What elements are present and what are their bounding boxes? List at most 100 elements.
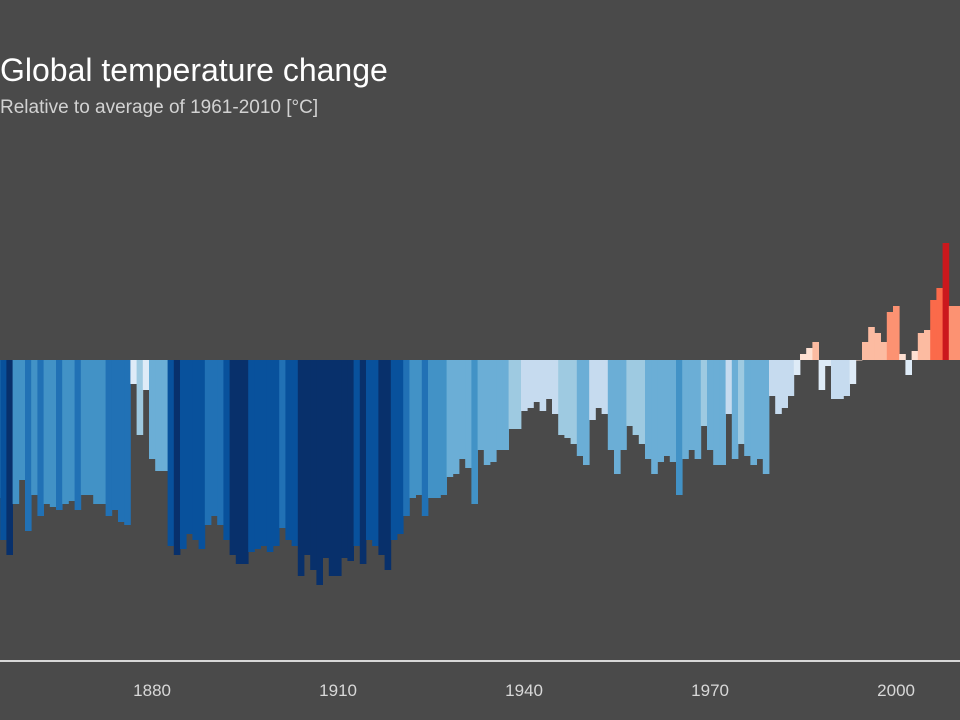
bar-1978 (756, 360, 764, 459)
bar-1977 (750, 360, 757, 465)
bar-1897 (254, 360, 261, 549)
bar-1937 (502, 360, 509, 450)
bar-1917 (378, 360, 385, 555)
bar-1952 (595, 360, 602, 408)
bar-1927 (440, 360, 447, 495)
bar-2009 (948, 306, 956, 360)
bar-2004 (917, 333, 925, 360)
bar-2005 (924, 330, 931, 360)
bar-1916 (372, 360, 379, 546)
bar-1863 (43, 360, 51, 504)
bar-1881 (155, 360, 162, 471)
bar-2008 (942, 243, 950, 360)
bar-1958 (632, 360, 640, 435)
bar-1944 (545, 360, 553, 399)
bar-1883 (167, 360, 175, 546)
bar-1882 (161, 360, 168, 471)
bar-1994 (855, 360, 863, 361)
bar-1939 (514, 360, 522, 429)
bar-1947 (564, 360, 571, 438)
bar-1860 (25, 360, 32, 531)
bars-group (0, 243, 960, 585)
bar-1928 (446, 360, 454, 477)
bar-1993 (849, 360, 857, 384)
bar-1858 (12, 360, 20, 504)
bar-1903 (291, 360, 299, 546)
bar-1930 (459, 360, 466, 459)
bar-1873 (105, 360, 113, 516)
bar-1926 (434, 360, 441, 498)
bar-1887 (192, 360, 199, 540)
bar-1867 (68, 360, 75, 501)
bar-1891 (217, 360, 224, 525)
bar-1874 (111, 360, 119, 510)
x-tick-label: 1880 (133, 681, 171, 700)
bar-1975 (738, 360, 745, 444)
bar-1919 (390, 360, 398, 540)
bar-1940 (521, 360, 528, 411)
bar-1997 (874, 333, 881, 360)
bar-1968 (694, 360, 702, 459)
bar-1906 (310, 360, 317, 570)
bar-1995 (862, 342, 869, 360)
bar-2006 (930, 300, 937, 360)
bar-1934 (483, 360, 491, 465)
bar-1938 (508, 360, 516, 429)
bar-1966 (682, 360, 689, 459)
bar-1929 (452, 360, 460, 474)
x-ticks-group: 1880 1910 1940 1970 2000 (133, 681, 915, 700)
bar-2003 (911, 351, 919, 360)
bar-1880 (149, 360, 156, 459)
bar-1884 (173, 360, 181, 555)
bar-1974 (731, 360, 739, 459)
bar-1969 (700, 360, 708, 426)
bar-1942 (533, 360, 540, 402)
bar-1989 (824, 360, 832, 366)
bar-1953 (601, 360, 609, 414)
chart-title: Global temperature change (0, 52, 388, 88)
bar-1945 (552, 360, 559, 414)
bar-1973 (725, 360, 733, 414)
bar-1923 (415, 360, 423, 495)
bar-1924 (421, 360, 429, 516)
bar-1869 (80, 360, 88, 495)
bar-1957 (626, 360, 633, 426)
bar-1877 (130, 360, 137, 384)
bar-1964 (669, 360, 677, 462)
bar-1987 (812, 342, 819, 360)
bar-1991 (837, 360, 844, 399)
bar-1954 (607, 360, 615, 450)
bar-1862 (37, 360, 44, 516)
bar-1898 (260, 360, 268, 546)
bar-1946 (558, 360, 565, 435)
bar-1892 (223, 360, 230, 540)
bar-1911 (341, 360, 348, 558)
bar-1878 (136, 360, 144, 435)
bar-1935 (490, 360, 497, 462)
bar-1866 (62, 360, 69, 504)
bar-1992 (843, 360, 850, 396)
bar-1890 (211, 360, 218, 516)
bar-1907 (316, 360, 323, 585)
bar-1913 (353, 360, 361, 546)
bar-1980 (769, 360, 776, 396)
bar-2001 (899, 354, 906, 360)
bar-1996 (868, 327, 875, 360)
bar-1915 (366, 360, 373, 540)
bar-1922 (409, 360, 416, 498)
bar-1959 (638, 360, 646, 444)
bar-1879 (142, 360, 150, 390)
bar-1885 (180, 360, 187, 549)
bar-1931 (465, 360, 472, 468)
bar-1971 (713, 360, 720, 465)
bar-1886 (186, 360, 193, 534)
bar-1933 (477, 360, 485, 450)
bar-1902 (285, 360, 292, 540)
bar-1889 (204, 360, 212, 525)
bar-1936 (496, 360, 503, 450)
bar-1984 (793, 360, 801, 375)
bar-1872 (99, 360, 106, 504)
bar-1960 (645, 360, 652, 459)
bar-1871 (93, 360, 100, 504)
